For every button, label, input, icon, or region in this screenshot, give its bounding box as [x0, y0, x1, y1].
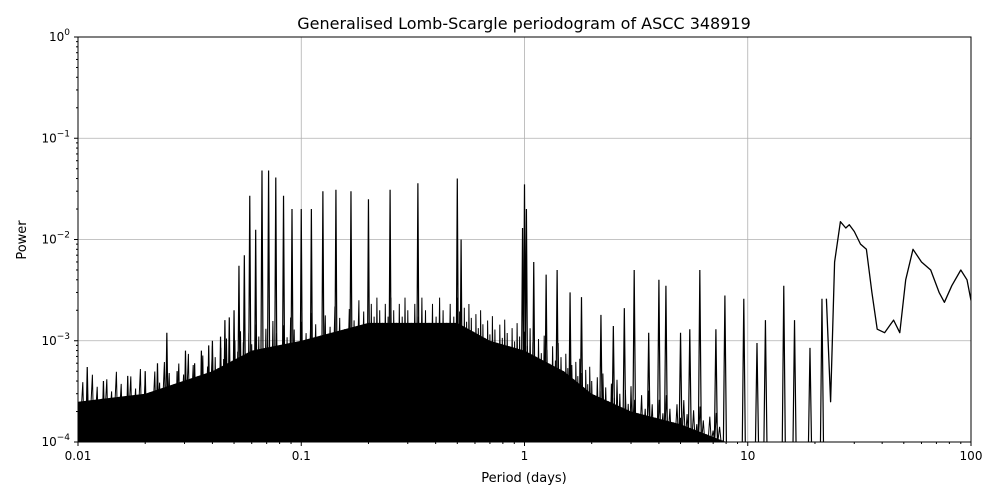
x-tick-label: 0.01: [65, 449, 92, 463]
chart-title: Generalised Lomb-Scargle periodogram of …: [297, 14, 751, 33]
periodogram-peak: [299, 208, 304, 442]
periodogram-peak: [175, 371, 180, 442]
periodogram-peak: [697, 269, 702, 442]
periodogram-peak: [259, 170, 265, 442]
periodogram-peak: [210, 340, 215, 442]
x-axis-label: Period (days): [481, 471, 567, 486]
periodogram-peak: [567, 292, 573, 442]
periodogram-peak: [687, 329, 692, 442]
periodogram-peak: [199, 350, 204, 442]
periodogram-peak: [713, 329, 718, 442]
periodogram-peak: [242, 255, 247, 442]
periodogram-peak: [741, 298, 746, 442]
x-tick-label: 100: [960, 449, 983, 463]
x-tick-label: 10: [740, 449, 755, 463]
periodogram-peak: [458, 239, 464, 442]
y-tick-label: 100: [49, 28, 70, 44]
periodogram-peak: [544, 274, 549, 442]
periodogram-peak: [611, 325, 616, 442]
periodogram-peak: [85, 366, 90, 442]
y-axis-label: Power: [15, 220, 30, 260]
periodogram-peak: [333, 189, 339, 442]
periodogram-peak: [101, 380, 106, 442]
periodogram-peak: [155, 363, 160, 442]
periodogram-peak: [763, 320, 768, 442]
y-tick-label: 10−3: [41, 332, 70, 348]
periodogram-peak: [125, 375, 130, 442]
periodogram-peak: [253, 229, 258, 442]
periodogram-peak: [227, 317, 232, 442]
x-tick-label: 1: [521, 449, 529, 463]
periodogram-peak: [531, 261, 536, 442]
periodogram-peak: [320, 191, 325, 442]
periodogram-peak: [192, 363, 197, 442]
periodogram-peak: [819, 298, 825, 442]
periodogram-peak: [524, 208, 529, 442]
y-tick-label: 10−4: [41, 433, 70, 449]
x-tick-label: 0.1: [292, 449, 311, 463]
periodogram-peak: [164, 332, 169, 442]
periodogram-peak: [678, 332, 683, 442]
periodogram-peak: [807, 347, 813, 442]
periodogram-peak: [266, 170, 271, 442]
periodogram-peak: [622, 308, 627, 442]
periodogram-peak: [222, 320, 228, 442]
periodogram-peak: [555, 269, 560, 442]
periodogram-peak: [781, 285, 786, 442]
periodogram-peak: [273, 177, 278, 442]
periodogram-peak: [579, 297, 584, 442]
periodogram-peak: [183, 350, 188, 442]
periodogram-peak: [792, 320, 797, 442]
periodogram-peak: [632, 269, 637, 442]
periodogram-peak: [598, 314, 604, 442]
y-tick-label: 10−1: [41, 129, 70, 145]
periodogram-peak: [348, 191, 354, 442]
periodogram-tail-line: [825, 221, 971, 403]
data-marks: [78, 170, 971, 442]
periodogram-peak: [309, 208, 314, 442]
periodogram-peak: [663, 285, 669, 442]
periodogram-peak: [415, 183, 420, 442]
periodogram-peak: [281, 195, 286, 442]
noise-oscillation: [78, 297, 725, 442]
periodogram-peak: [366, 199, 371, 442]
periodogram-peak: [206, 345, 211, 442]
periodogram-peak: [289, 208, 295, 442]
y-tick-label: 10−2: [41, 231, 70, 247]
periodogram-peak: [754, 342, 760, 442]
periodogram-peak: [236, 265, 242, 442]
periodogram-peak: [656, 279, 662, 442]
periodogram-peak: [722, 295, 727, 442]
periodogram-peak: [218, 336, 223, 442]
periodogram-peak: [247, 195, 252, 442]
periodogram-peak: [387, 189, 393, 442]
periodogram-peak: [455, 178, 460, 442]
periodogram-peak: [646, 332, 651, 442]
periodogram-peak: [143, 371, 148, 442]
periodogram-peak: [231, 310, 237, 442]
axis-ticks: 0.01 0.1 1 10 100 10−4 10−3 10−2 10−1 100: [41, 28, 982, 463]
